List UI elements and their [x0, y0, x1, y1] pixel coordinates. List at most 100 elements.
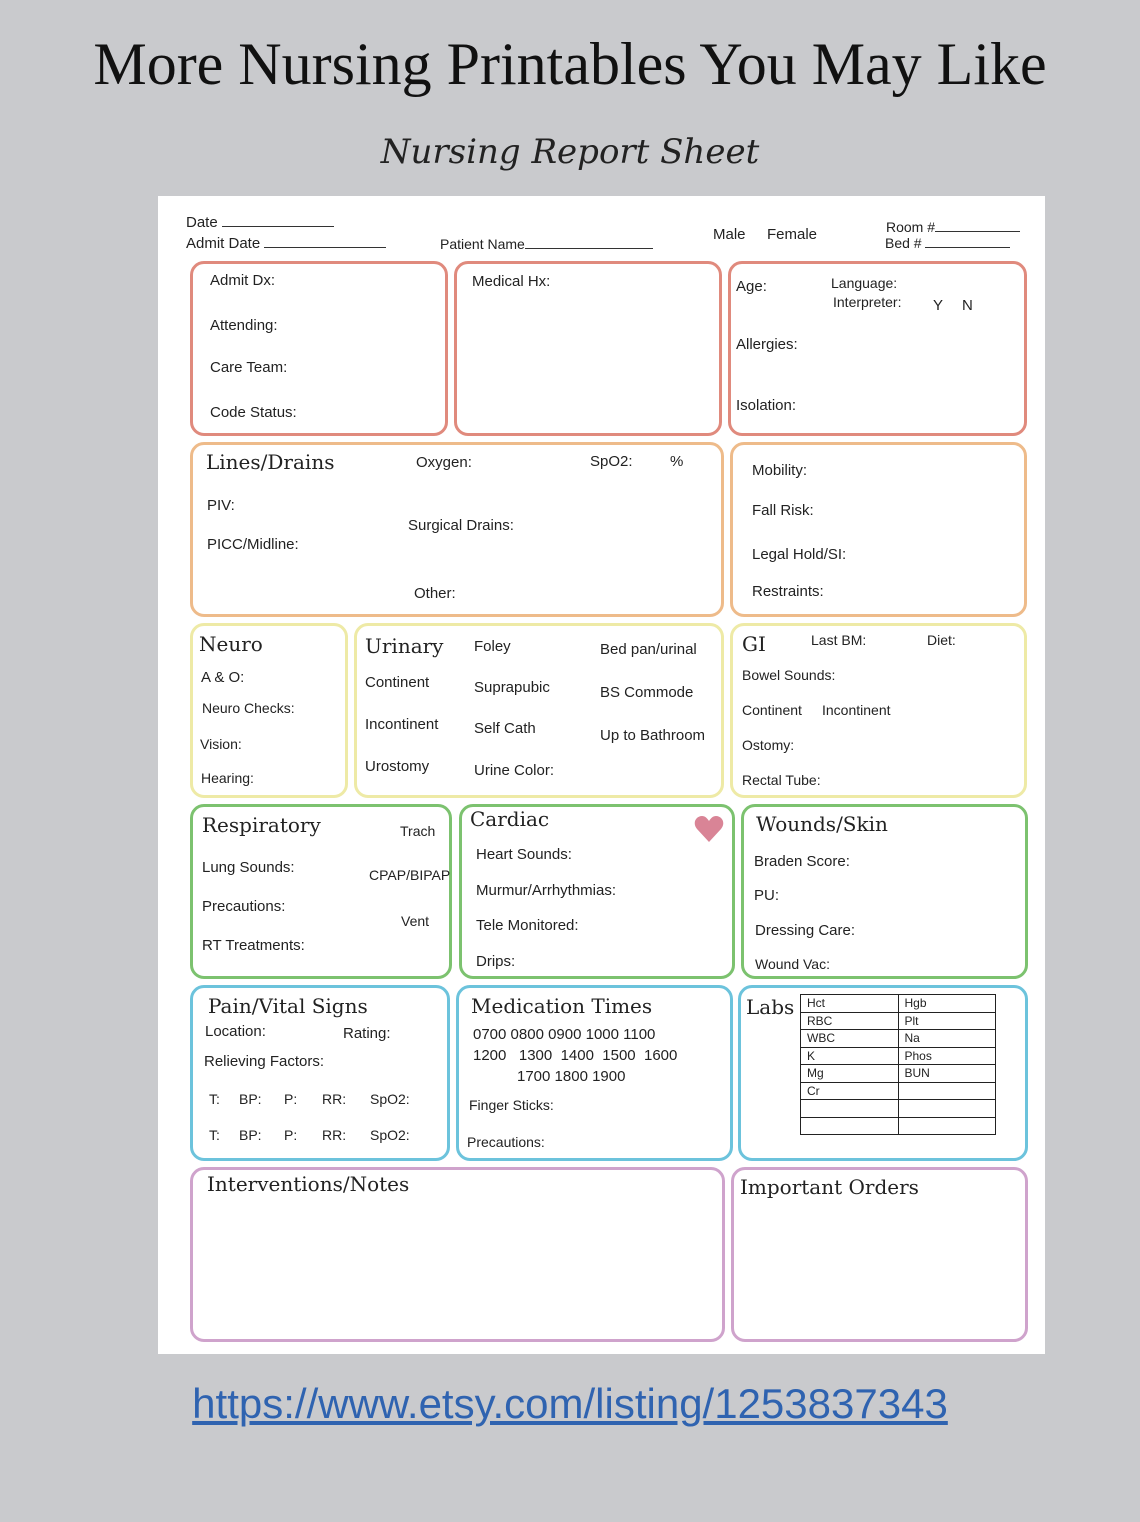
vitals-spo2-label-2: SpO2:: [370, 1127, 410, 1143]
report-sheet: Date Admit Date Patient Name Male Female…: [158, 196, 1045, 1354]
med-times-row-3: 1700 1800 1900: [517, 1068, 626, 1085]
gi-box: [730, 623, 1027, 798]
lab-cell[interactable]: Plt: [897, 1011, 996, 1030]
hearing-label: Hearing:: [201, 770, 254, 786]
care-team-label: Care Team:: [210, 359, 288, 376]
important-orders-heading: Important Orders: [740, 1175, 919, 1199]
bed-label: Bed #: [885, 235, 922, 251]
patient-name-label: Patient Name: [440, 236, 525, 252]
interventions-box[interactable]: [190, 1167, 725, 1342]
lab-cell[interactable]: RBC: [800, 1011, 899, 1030]
attending-label: Attending:: [210, 317, 278, 334]
admit-date-field[interactable]: Admit Date: [186, 235, 387, 252]
pulse-label-1: P:: [284, 1091, 298, 1107]
lab-cell[interactable]: [897, 1099, 996, 1118]
ostomy-label: Ostomy:: [742, 737, 795, 753]
lab-cell[interactable]: Hgb: [897, 994, 996, 1013]
patient-name-field[interactable]: Patient Name: [440, 236, 653, 252]
pain-heading: Pain/Vital Signs: [208, 994, 368, 1018]
lab-cell[interactable]: BUN: [897, 1064, 996, 1083]
bed-field[interactable]: Bed #: [885, 235, 1011, 251]
oxygen-label: Oxygen:: [416, 454, 472, 471]
lab-cell[interactable]: Cr: [800, 1081, 899, 1100]
lab-cell[interactable]: [897, 1116, 996, 1135]
bathroom-option[interactable]: Up to Bathroom: [600, 727, 706, 744]
braden-label: Braden Score:: [754, 853, 850, 870]
labs-row: [800, 1116, 996, 1135]
patient-info-box: [728, 261, 1027, 436]
murmur-label: Murmur/Arrhythmias:: [476, 882, 617, 899]
labs-row: K Phos: [800, 1046, 996, 1065]
language-label: Language:: [831, 275, 898, 291]
cpap-option[interactable]: CPAP/BIPAP: [369, 867, 451, 883]
lung-sounds-label: Lung Sounds:: [202, 859, 295, 876]
spo2-label: SpO2:: [590, 453, 633, 470]
foley-option[interactable]: Foley: [474, 638, 511, 655]
room-field[interactable]: Room #: [886, 219, 1021, 235]
temp-label-2: T:: [209, 1127, 220, 1143]
labs-table: Hct Hgb RBC Plt WBC Na K Phos Mg BUN Cr: [800, 994, 996, 1135]
lab-cell[interactable]: Mg: [800, 1064, 899, 1083]
medication-times-box: [456, 985, 733, 1161]
rt-treatments-label: RT Treatments:: [202, 937, 305, 954]
urinary-incontinent-option[interactable]: Incontinent: [365, 716, 439, 733]
gi-incontinent-option[interactable]: Incontinent: [822, 702, 891, 718]
vitals-spo2-label-1: SpO2:: [370, 1091, 410, 1107]
lab-cell[interactable]: K: [800, 1046, 899, 1065]
surgical-drains-label: Surgical Drains:: [408, 517, 514, 534]
lab-cell[interactable]: [897, 1081, 996, 1100]
lab-cell[interactable]: [800, 1099, 899, 1118]
date-field[interactable]: Date: [186, 214, 334, 231]
urinary-continent-option[interactable]: Continent: [365, 674, 430, 691]
vent-option[interactable]: Vent: [401, 913, 430, 929]
trach-option[interactable]: Trach: [400, 823, 436, 839]
interpreter-yes-option[interactable]: Y: [933, 297, 944, 314]
lab-cell[interactable]: Na: [897, 1029, 996, 1048]
neuro-heading: Neuro: [199, 632, 263, 656]
page-subtitle: Nursing Report Sheet: [380, 132, 760, 172]
urostomy-option[interactable]: Urostomy: [365, 758, 430, 775]
labs-row: [800, 1099, 996, 1118]
age-label: Age:: [736, 278, 767, 295]
last-bm-label: Last BM:: [811, 632, 867, 648]
self-cath-option[interactable]: Self Cath: [474, 720, 536, 737]
rr-label-2: RR:: [322, 1127, 347, 1143]
lab-cell[interactable]: Hct: [800, 994, 899, 1013]
suprapubic-option[interactable]: Suprapubic: [474, 679, 550, 696]
drips-label: Drips:: [476, 953, 516, 970]
bedpan-option[interactable]: Bed pan/urinal: [600, 641, 697, 658]
wounds-heading: Wounds/Skin: [756, 812, 888, 836]
admit-date-label: Admit Date: [186, 235, 261, 252]
admit-dx-label: Admit Dx:: [210, 272, 276, 289]
dressing-label: Dressing Care:: [755, 922, 856, 939]
page-title: More Nursing Printables You May Like: [93, 31, 1047, 97]
etsy-link[interactable]: https://www.etsy.com/listing/1253837343: [192, 1380, 948, 1427]
lab-cell[interactable]: [800, 1116, 899, 1135]
male-option[interactable]: Male: [713, 226, 746, 243]
wound-vac-label: Wound Vac:: [755, 956, 830, 972]
urinary-heading: Urinary: [365, 634, 444, 658]
rr-label-1: RR:: [322, 1091, 347, 1107]
heart-sounds-label: Heart Sounds:: [476, 846, 572, 863]
lines-drains-heading: Lines/Drains: [206, 450, 335, 474]
med-times-row-2: 1200 1300 1400 1500 1600: [473, 1047, 678, 1064]
gi-continent-option[interactable]: Continent: [742, 702, 802, 718]
commode-option[interactable]: BS Commode: [600, 684, 694, 701]
medical-hx-label: Medical Hx:: [472, 273, 551, 290]
lab-cell[interactable]: WBC: [800, 1029, 899, 1048]
female-option[interactable]: Female: [767, 226, 818, 243]
diet-label: Diet:: [927, 632, 956, 648]
fall-risk-label: Fall Risk:: [752, 502, 814, 519]
important-orders-box[interactable]: [731, 1167, 1028, 1342]
medication-heading: Medication Times: [471, 994, 653, 1018]
labs-row: Mg BUN: [800, 1064, 996, 1083]
ao-label: A & O:: [201, 669, 245, 686]
neuro-checks-label: Neuro Checks:: [202, 700, 295, 716]
lines-drains-box: [190, 442, 724, 617]
vision-label: Vision:: [200, 736, 242, 752]
med-precautions-label: Precautions:: [467, 1134, 545, 1150]
interpreter-no-option[interactable]: N: [962, 297, 973, 314]
lab-cell[interactable]: Phos: [897, 1046, 996, 1065]
location-label: Location:: [205, 1023, 266, 1040]
admit-box: [190, 261, 448, 436]
